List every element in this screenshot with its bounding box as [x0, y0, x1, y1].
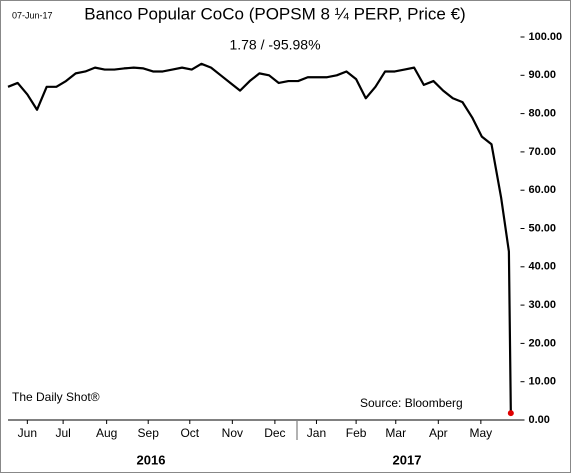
- x-tick-label: Oct: [180, 426, 199, 440]
- x-tick-label: Dec: [264, 426, 285, 440]
- year-label: 2017: [393, 452, 422, 467]
- y-tick-label: 70.00: [529, 146, 557, 158]
- x-tick-label: May: [470, 426, 493, 440]
- price-line: [7, 62, 512, 414]
- y-tick-label: 60.00: [529, 184, 557, 196]
- x-tick-label: Nov: [222, 426, 243, 440]
- source: Source: Bloomberg: [360, 396, 463, 410]
- x-tick-label: Jul: [55, 426, 70, 440]
- chart-title: Banco Popular CoCo (POPSM 8 ¼ PERP, Pric…: [84, 4, 465, 23]
- date-stamp: 07-Jun-17: [12, 10, 53, 20]
- y-tick-label: 40.00: [529, 261, 557, 273]
- x-tick-label: Sep: [138, 426, 160, 440]
- y-tick-label: 30.00: [529, 299, 557, 311]
- credit: The Daily Shot®: [12, 390, 100, 404]
- x-tick-label: Aug: [96, 426, 117, 440]
- y-tick-label: 80.00: [529, 108, 557, 120]
- y-tick-label: 100.00: [529, 31, 563, 43]
- chart-subtitle: 1.78 / -95.98%: [229, 37, 320, 53]
- year-label: 2016: [137, 452, 166, 467]
- y-tick-label: 10.00: [529, 376, 557, 388]
- y-tick-label: 20.00: [529, 337, 557, 349]
- y-tick-label: 0.00: [529, 414, 550, 426]
- x-tick-label: Jun: [18, 426, 37, 440]
- x-tick-label: Apr: [429, 426, 448, 440]
- y-tick-label: 50.00: [529, 222, 557, 234]
- x-tick-label: Jan: [307, 426, 326, 440]
- x-tick-label: Feb: [346, 426, 367, 440]
- y-tick-label: 90.00: [529, 69, 557, 81]
- x-tick-label: Mar: [385, 426, 406, 440]
- last-point: [507, 410, 514, 417]
